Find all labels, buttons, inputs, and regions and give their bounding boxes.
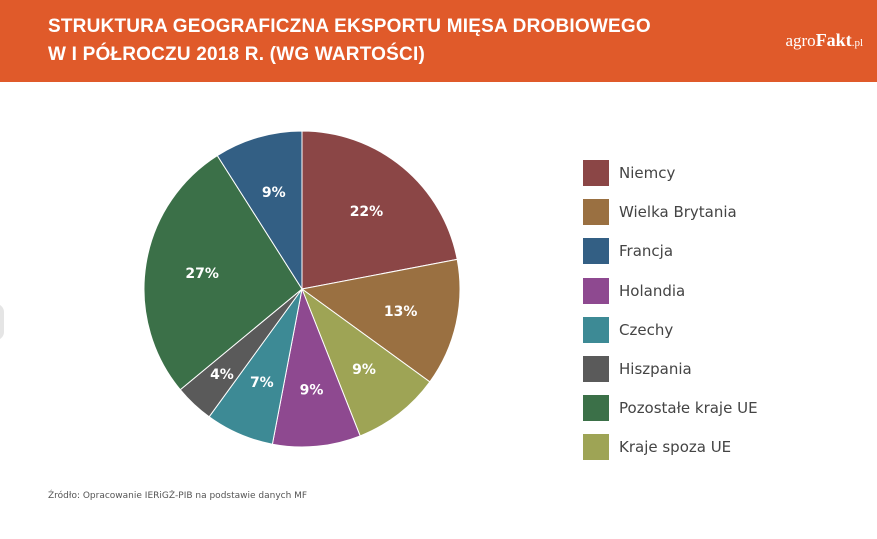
legend-item-holandia: Holandia (583, 277, 843, 305)
legend-swatch (583, 395, 609, 422)
legend-label: Kraje spoza UE (619, 438, 732, 457)
legend-item-niemcy: Niemcy (583, 159, 843, 187)
page-title-line-2: W I PÓŁROCZU 2018 R. (WG WARTOŚCI) (48, 44, 425, 65)
legend-swatch (583, 316, 609, 343)
legend-item-pozostale-kraje-ue: Pozostałe kraje UE (583, 394, 843, 422)
legend-label: Niemcy (619, 164, 676, 182)
pie-slice-pozostale-kraje-ue (143, 154, 303, 391)
slice-label-hiszpania: 4% (210, 367, 234, 383)
legend-label: Hiszpania (619, 360, 692, 378)
pie-slice-kraje-spoza-ue (300, 287, 431, 437)
brand-logo-fakt: Fakt (815, 30, 852, 50)
legend-swatch (583, 238, 609, 265)
legend-swatch (583, 160, 609, 186)
brand-logo[interactable]: agroFakt.pl (785, 31, 863, 50)
slice-label-kraje-spoza-ue: 9% (352, 362, 376, 378)
slice-label-niemcy: 22% (350, 204, 384, 220)
slice-label-pozostale-kraje-ue: 27% (185, 266, 219, 282)
slice-label-holandia: 9% (300, 383, 324, 399)
legend-label: Czechy (619, 320, 674, 339)
slice-label-francja: 9% (262, 185, 286, 201)
legend-swatch (583, 434, 609, 461)
slice-label-wielka-brytania: 13% (384, 304, 418, 320)
pie-slice-francja (216, 130, 303, 291)
legend-swatch (583, 356, 609, 382)
brand-logo-agro: agro (785, 31, 816, 50)
legend-swatch (583, 199, 609, 226)
source-note: Źródło: Opracowanie IERiGŻ-PIB na podsta… (48, 491, 308, 501)
legend-label: Wielka Brytania (619, 203, 737, 222)
page-title-line-1: STRUKTURA GEOGRAFICZNA EKSPORTU MIĘSA DR… (48, 16, 651, 37)
legend-item-francja: Francja (583, 237, 843, 265)
pie-chart: 22% 13% 9% 9% 7% 4% 27% 9% (143, 130, 461, 448)
legend-swatch (583, 277, 609, 304)
slice-label-czechy: 7% (250, 375, 274, 391)
legend-label: Pozostałe kraje UE (619, 399, 758, 418)
scroll-handle[interactable] (0, 304, 4, 340)
legend-item-kraje-spoza-ue: Kraje spoza UE (583, 433, 843, 461)
header-bar: STRUKTURA GEOGRAFICZNA EKSPORTU MIĘSA DR… (0, 0, 877, 82)
pie-slice-niemcy (301, 130, 458, 290)
legend-label: Francja (619, 242, 674, 261)
legend-item-wielka-brytania: Wielka Brytania (583, 198, 843, 226)
legend-label: Holandia (619, 281, 686, 300)
legend-item-hiszpania: Hiszpania (583, 355, 843, 383)
pie-slice-holandia (271, 287, 361, 448)
brand-logo-pl: .pl (851, 37, 863, 49)
pie-slice-wielka-brytania (300, 258, 461, 383)
legend-item-czechy: Czechy (583, 316, 843, 344)
